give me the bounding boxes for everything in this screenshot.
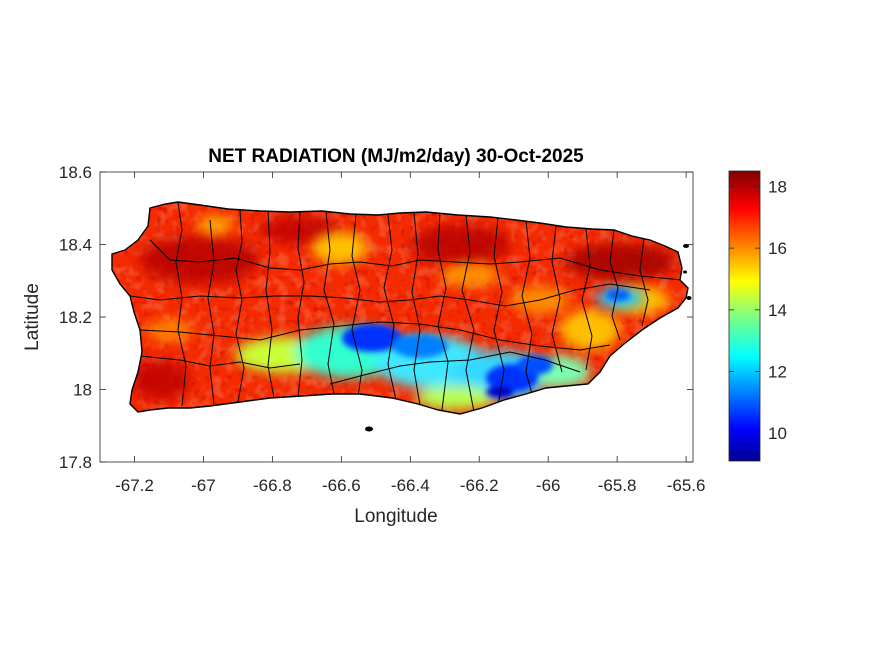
x-tick-label: -66.8 [253,476,292,495]
x-tick-label: -66.2 [460,476,499,495]
colorbar-tick-label: 18 [768,177,787,196]
colorbar-tick-label: 14 [768,301,787,320]
colorbar [728,170,761,462]
y-tick-label: 17.8 [59,453,92,472]
offshore-islets [365,244,692,432]
x-tick-label: -65.8 [598,476,637,495]
chart-title: NET RADIATION (MJ/m2/day) 30-Oct-2025 [208,146,584,167]
x-axis-label: Longitude [354,506,437,527]
y-tick-label: 18 [73,381,92,400]
y-tick-label: 18.6 [59,163,92,182]
colorbar-tick-label: 10 [768,424,787,443]
y-axis-label: Latitude [22,283,43,351]
x-tick-label: -66 [536,476,561,495]
y-axis-ticks: 18.6 18.4 18.2 18 17.8 [59,163,693,472]
y-tick-label: 18.2 [59,308,92,327]
y-tick-label: 18.4 [59,236,92,255]
x-tick-label: -67.2 [115,476,154,495]
colorbar-tick-label: 16 [768,239,787,258]
colorbar-tick-label: 12 [768,363,787,382]
x-tick-label: -66.6 [322,476,361,495]
x-tick-label: -65.6 [667,476,706,495]
colorbar-ticks: 18 16 14 12 10 [729,177,787,443]
radiation-heatmap [112,202,688,414]
x-tick-label: -67 [191,476,216,495]
x-axis-ticks: -67.2 -67 -66.8 -66.6 -66.4 -66.2 -66 -65.8 -65.… [115,172,705,495]
x-tick-label: -66.4 [391,476,430,495]
municipal-boundaries [129,202,683,413]
